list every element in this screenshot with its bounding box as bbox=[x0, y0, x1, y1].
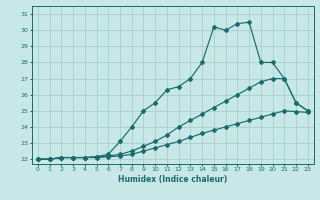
X-axis label: Humidex (Indice chaleur): Humidex (Indice chaleur) bbox=[118, 175, 228, 184]
